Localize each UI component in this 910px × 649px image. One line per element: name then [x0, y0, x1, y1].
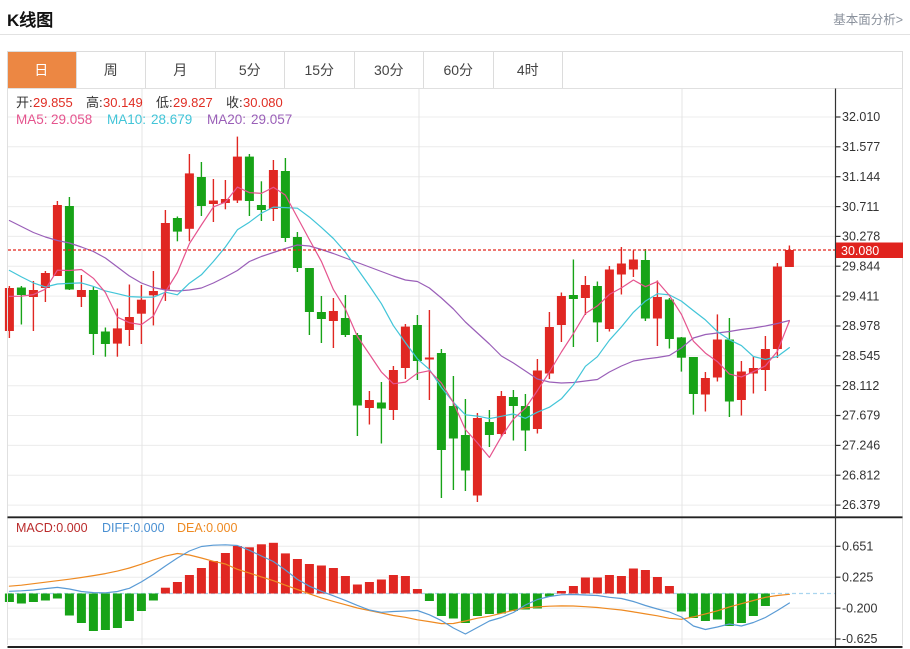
svg-text:DIFF:0.000: DIFF:0.000 — [102, 521, 165, 535]
svg-text:-0.625: -0.625 — [842, 632, 877, 646]
svg-text:27.679: 27.679 — [842, 409, 880, 423]
svg-text:28.112: 28.112 — [842, 379, 879, 393]
svg-text:低:: 低: — [156, 95, 173, 110]
svg-text:28.679: 28.679 — [151, 112, 192, 127]
svg-text:30.278: 30.278 — [842, 230, 880, 244]
svg-text:高:: 高: — [86, 95, 103, 110]
svg-text:28.545: 28.545 — [842, 349, 880, 363]
svg-text:-0.200: -0.200 — [842, 601, 877, 615]
svg-text:31.144: 31.144 — [842, 170, 880, 184]
svg-text:30.711: 30.711 — [842, 200, 879, 214]
svg-text:0.225: 0.225 — [842, 570, 873, 584]
svg-text:29.844: 29.844 — [842, 259, 880, 273]
svg-text:0.651: 0.651 — [842, 540, 873, 554]
svg-text:MA20:: MA20: — [207, 112, 246, 127]
svg-text:DEA:0.000: DEA:0.000 — [177, 521, 238, 535]
svg-text:MACD:0.000: MACD:0.000 — [16, 521, 88, 535]
svg-text:28.978: 28.978 — [842, 319, 880, 333]
svg-text:30.080: 30.080 — [243, 95, 283, 110]
svg-text:30.080: 30.080 — [841, 244, 879, 258]
svg-text:MA10:: MA10: — [107, 112, 146, 127]
svg-text:30.149: 30.149 — [103, 95, 143, 110]
svg-text:29.057: 29.057 — [251, 112, 292, 127]
svg-text:29.855: 29.855 — [33, 95, 73, 110]
svg-text:26.812: 26.812 — [842, 468, 880, 482]
svg-text:29.058: 29.058 — [51, 112, 92, 127]
svg-text:31.577: 31.577 — [842, 140, 880, 154]
svg-text:27.246: 27.246 — [842, 439, 880, 453]
svg-text:开:: 开: — [16, 95, 33, 110]
svg-text:收:: 收: — [226, 95, 243, 110]
svg-text:MA5:: MA5: — [16, 112, 48, 127]
svg-text:29.411: 29.411 — [842, 289, 879, 303]
svg-text:32.010: 32.010 — [842, 110, 880, 124]
svg-text:29.827: 29.827 — [173, 95, 213, 110]
svg-text:26.379: 26.379 — [842, 498, 880, 512]
